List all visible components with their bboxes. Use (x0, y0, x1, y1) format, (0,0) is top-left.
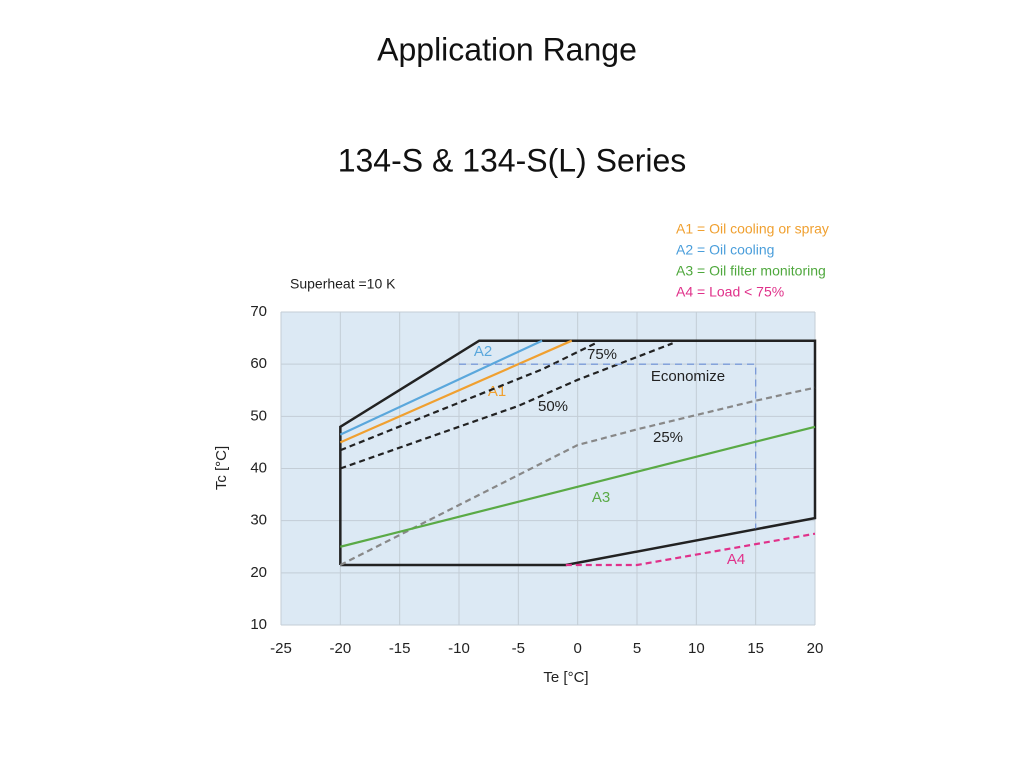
x-tick-label: -15 (389, 640, 411, 657)
y-axis-label: Tc [°C] (213, 446, 230, 490)
y-tick-label: 50 (250, 407, 267, 424)
x-tick-label: 10 (688, 640, 705, 657)
series-label: A4 (727, 551, 745, 568)
series-label: A2 (474, 343, 492, 360)
series-label: A3 (592, 489, 610, 506)
series-line (339, 339, 543, 436)
chart-subtitle: 134-S & 134-S(L) Series (338, 142, 687, 178)
y-tick-label: 10 (250, 616, 267, 633)
series-line (339, 342, 673, 470)
y-tick-label: 30 (250, 512, 267, 529)
series-line (340, 425, 816, 548)
series-label: 75% (587, 346, 617, 363)
series-label: A1 (488, 383, 506, 400)
legend-entry: A1 = Oil cooling or spray (676, 221, 829, 237)
series-line (565, 532, 816, 567)
x-tick-label: 20 (807, 640, 824, 657)
x-tick-label: 5 (633, 640, 641, 657)
y-tick-label: 70 (250, 303, 267, 320)
legend-entry: A4 = Load < 75% (676, 284, 784, 300)
x-axis-label: Te [°C] (543, 669, 588, 686)
legend-entry: A3 = Oil filter monitoring (676, 263, 826, 279)
note: Superheat =10 K (290, 276, 396, 292)
legend-entry: A2 = Oil cooling (676, 242, 774, 258)
series-label: Economize (651, 368, 725, 385)
x-tick-label: 15 (747, 640, 764, 657)
x-tick-label: -5 (512, 640, 525, 657)
x-tick-label: 0 (573, 640, 581, 657)
chart-title: Application Range (377, 31, 637, 67)
y-tick-label: 60 (250, 355, 267, 372)
x-tick-label: -25 (270, 640, 292, 657)
series-line (339, 339, 573, 444)
series-label: 25% (653, 429, 683, 446)
series-label: 50% (538, 398, 568, 415)
x-tick-label: -20 (329, 640, 351, 657)
y-tick-label: 20 (250, 564, 267, 581)
x-tick-label: -10 (448, 640, 470, 657)
series-line (459, 363, 757, 529)
series-line (339, 342, 596, 452)
y-tick-label: 40 (250, 459, 267, 476)
